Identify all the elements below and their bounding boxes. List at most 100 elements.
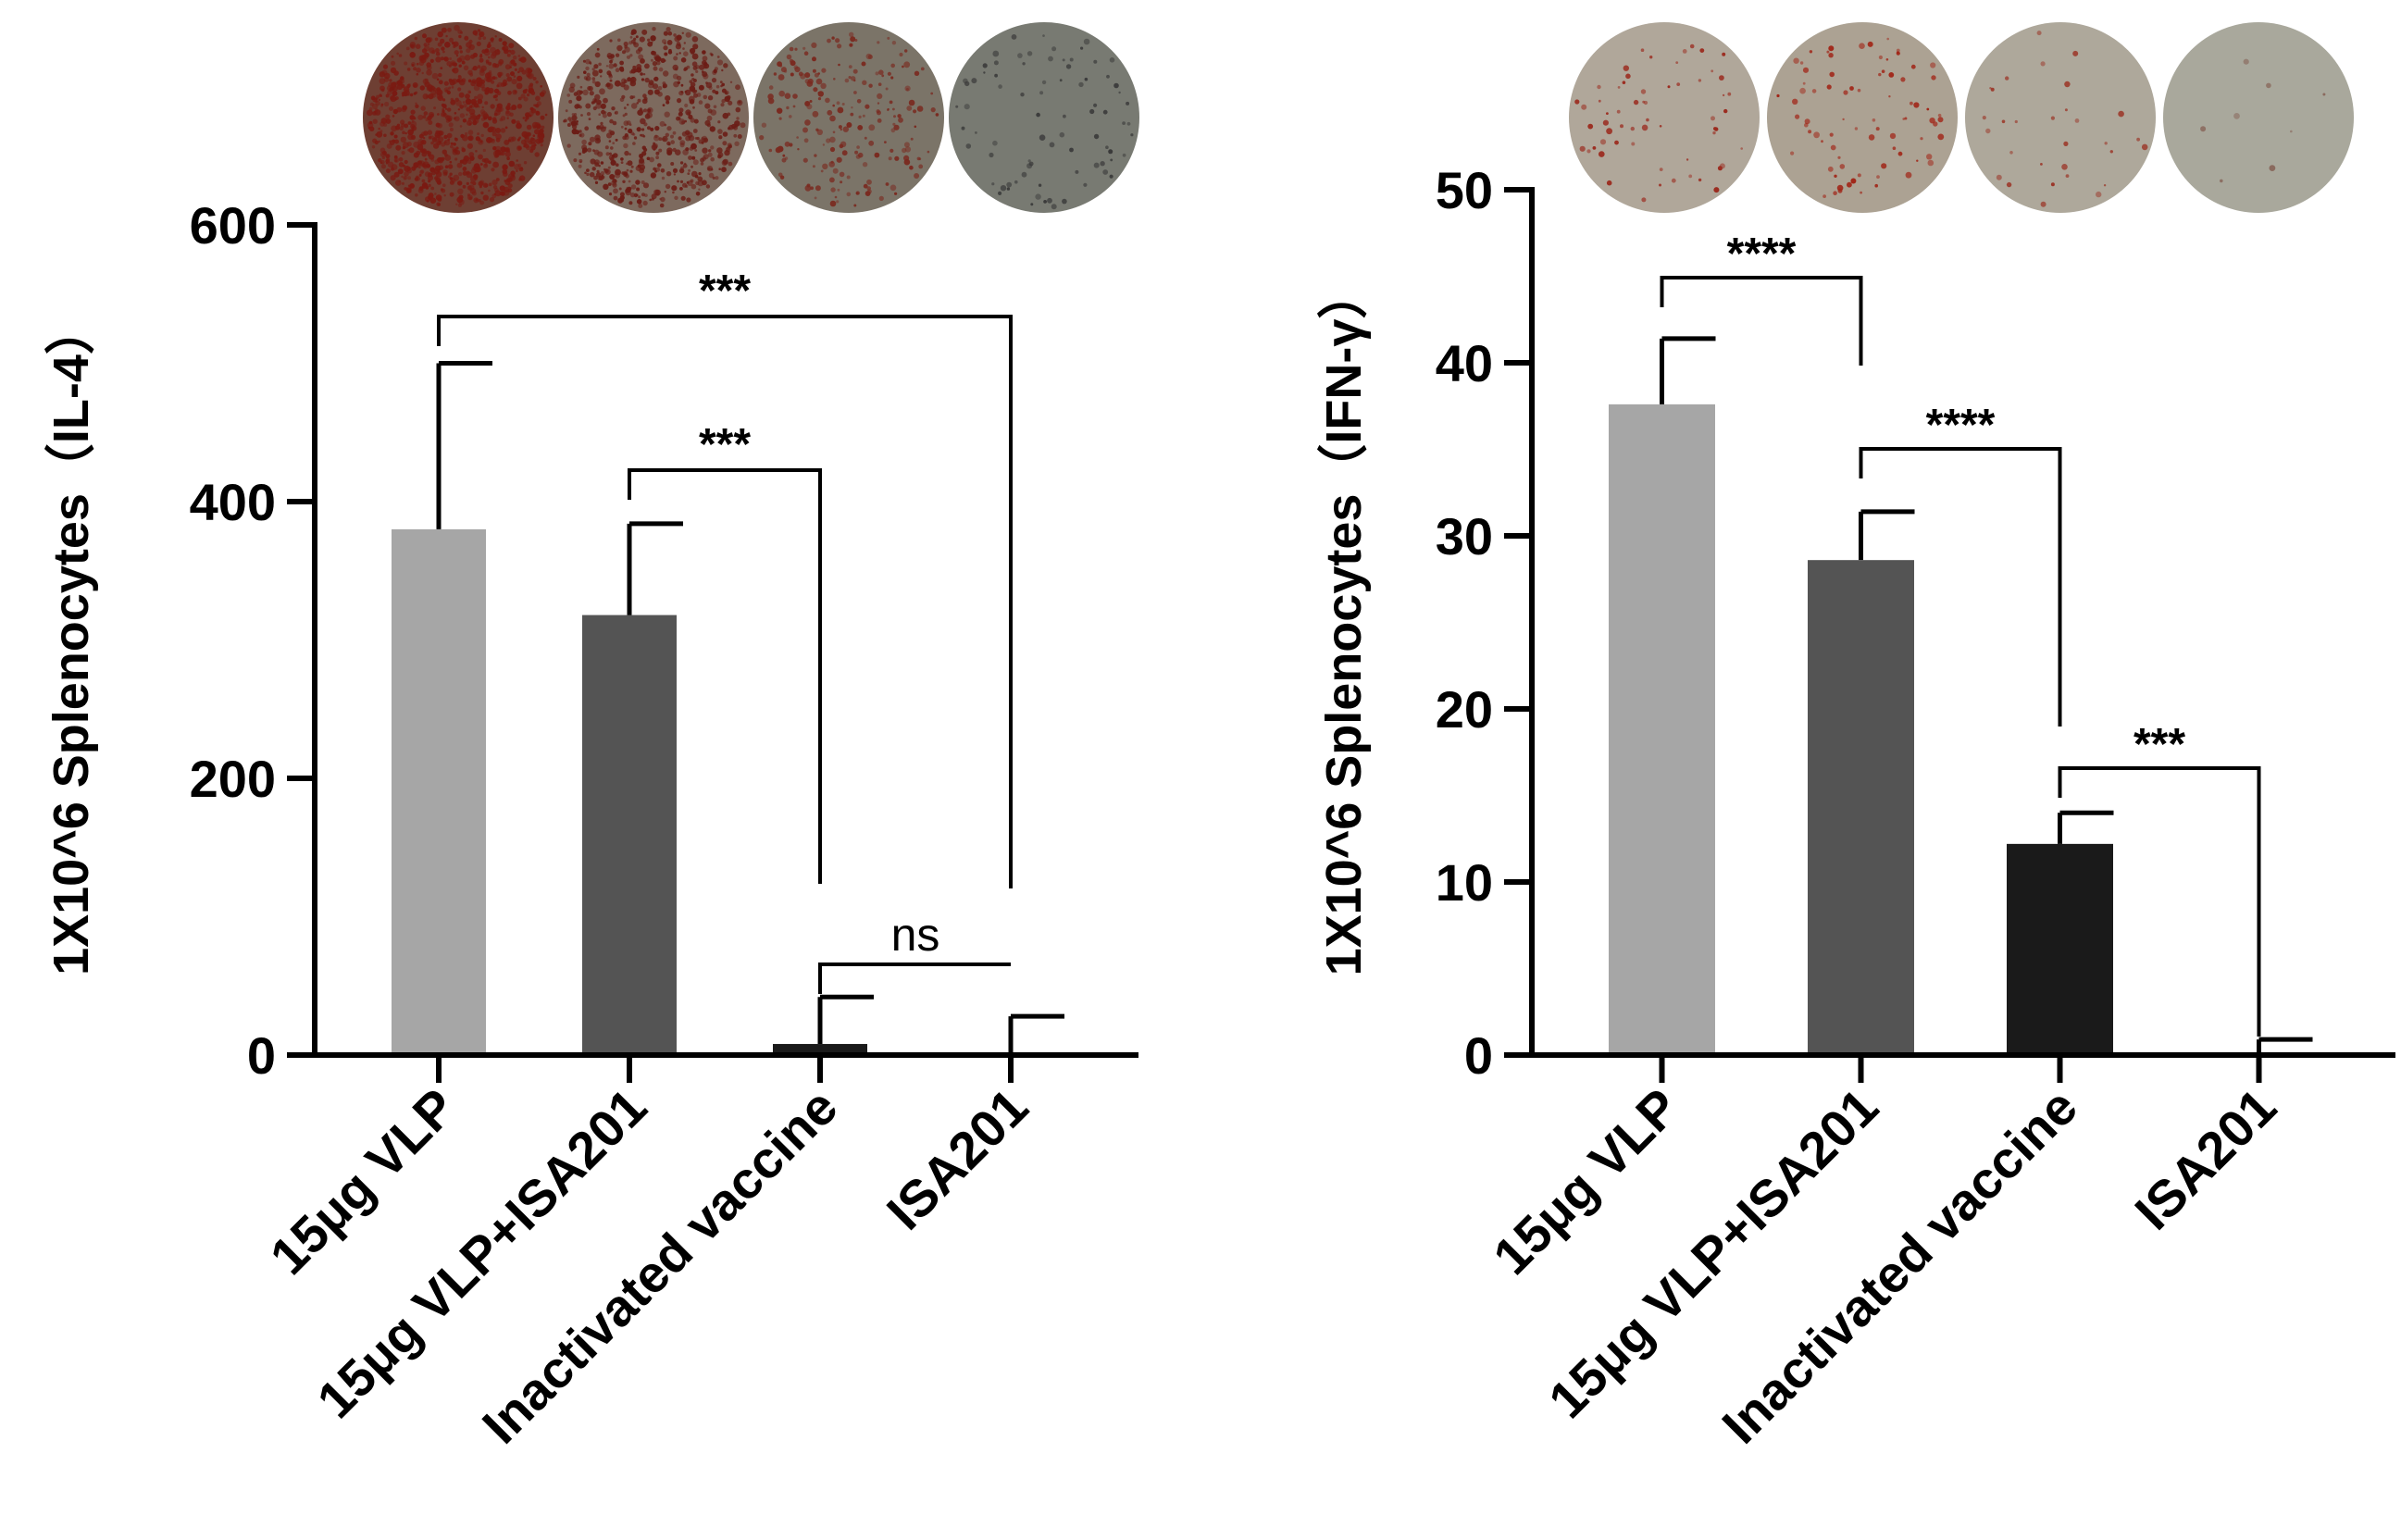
well-spot (408, 147, 415, 154)
well-spot (735, 106, 741, 113)
well-spot (394, 159, 398, 163)
well-spot (635, 35, 639, 39)
well-spot (390, 175, 396, 181)
elispot-well-2 (753, 22, 944, 213)
well-spot (862, 162, 868, 168)
well-spot (639, 36, 645, 43)
well-spot (609, 39, 613, 43)
well-spot (707, 152, 713, 157)
well-spot (594, 159, 600, 166)
well-spot (2014, 119, 2018, 124)
well-spot (429, 167, 436, 173)
well-spot (433, 106, 437, 110)
well-spot (534, 122, 541, 129)
well-spot (666, 147, 673, 154)
well-spot (1616, 109, 1621, 114)
well-spot (566, 93, 570, 97)
well-spot (690, 81, 696, 88)
well-spot (422, 182, 428, 187)
well-spot (443, 134, 448, 140)
well-spot (728, 161, 733, 167)
well-spot (660, 57, 666, 63)
well-spot (450, 142, 454, 145)
well-spot (429, 47, 435, 54)
well-spot (385, 168, 391, 174)
well-spot (454, 150, 461, 155)
well-spot (893, 115, 896, 118)
well-disc (1569, 22, 1760, 213)
well-spot (474, 95, 478, 100)
well-spot (1614, 140, 1619, 145)
well-spot (392, 91, 398, 96)
well-spot (2200, 126, 2207, 132)
well-spot (479, 57, 484, 63)
well-spot (467, 79, 472, 83)
well-spot (611, 106, 616, 111)
well-spot (678, 90, 684, 96)
well-spot (493, 112, 498, 117)
well-spot (480, 133, 484, 138)
well-spot (881, 74, 885, 78)
well-spot (1122, 153, 1126, 157)
well-spot (603, 168, 609, 174)
well-spot (1633, 99, 1639, 106)
well-spot (666, 171, 672, 177)
well-spot (540, 143, 543, 147)
well-spot (628, 153, 631, 156)
well-spot (576, 90, 582, 96)
category-label-2: Inactivated vaccine (471, 1077, 849, 1455)
well-spot (504, 126, 508, 130)
well-spot (623, 80, 628, 83)
well-spot (677, 81, 680, 85)
well-spot (506, 117, 509, 119)
well-spot (623, 143, 628, 149)
well-spot (1102, 169, 1109, 175)
well-spot (455, 100, 462, 106)
bracket-line (628, 468, 822, 884)
significance-bracket-2: ns (818, 909, 1011, 994)
well-spot (484, 48, 490, 53)
well-spot (636, 102, 639, 105)
well-spot (575, 130, 580, 135)
well-spot (918, 164, 924, 169)
well-spot (722, 112, 729, 119)
well-spot (530, 144, 536, 151)
well-spot (442, 98, 446, 102)
well-spot (822, 163, 828, 169)
well-spot (844, 78, 850, 83)
well-spot (484, 89, 487, 93)
well-spot (525, 116, 529, 120)
well-spot (718, 168, 721, 170)
well-spot (461, 146, 465, 150)
well-spot (520, 93, 526, 99)
well-spot (477, 132, 480, 136)
well-spot (419, 58, 422, 62)
well-spot (410, 120, 417, 128)
well-spot (416, 68, 421, 73)
well-spot (592, 101, 596, 105)
well-spot (1084, 77, 1089, 81)
well-spot (536, 110, 539, 114)
well-spot (401, 175, 404, 179)
y-tick-label-4: 40 (1436, 334, 1493, 392)
well-spot (419, 169, 424, 175)
well-spot (619, 68, 625, 72)
well-spot (540, 115, 545, 120)
well-spot (459, 159, 464, 164)
well-spot (571, 115, 578, 121)
well-spot (1030, 203, 1034, 206)
well-spot (681, 31, 684, 34)
well-spot (651, 143, 658, 151)
well-spot (1937, 113, 1942, 118)
well-spot (458, 92, 465, 98)
well-spot (514, 68, 518, 71)
well-spot (614, 111, 617, 115)
well-spot (477, 29, 481, 32)
well-spot (620, 157, 624, 161)
well-spot (424, 157, 428, 161)
well-spot (594, 137, 601, 144)
well-spot (1623, 65, 1630, 71)
well-spot (662, 104, 666, 106)
well-spot (1026, 51, 1033, 56)
well-spot (920, 67, 925, 71)
